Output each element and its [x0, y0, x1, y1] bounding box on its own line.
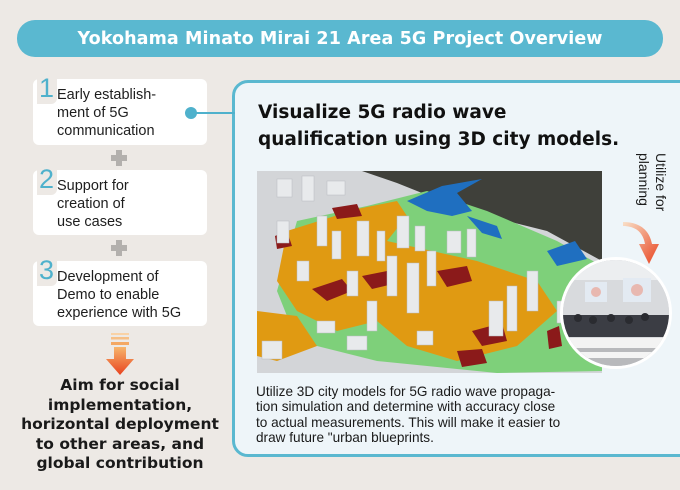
- step-text-line: experience with 5G: [57, 305, 182, 321]
- goal-statement: Aim for social implementation, horizonta…: [8, 376, 232, 474]
- side-label-line: Utilize for: [653, 153, 669, 212]
- plus-icon: [111, 240, 127, 256]
- panel-description: Utilize 3D city models for 5G radio wave…: [256, 384, 676, 446]
- curved-arrow-icon: [623, 222, 659, 264]
- panel-heading: Visualize 5G radio wave qualification us…: [258, 99, 658, 153]
- arrow-down-icon: [106, 333, 134, 375]
- description-line: tion simulation and determine with accur…: [256, 399, 556, 415]
- step-text-line: Support for: [57, 178, 129, 194]
- city-model-map-image: [257, 171, 602, 373]
- description-line: to actual measurements. This will make i…: [256, 414, 561, 430]
- step-text-line: Demo to enable: [57, 287, 160, 303]
- goal-line: Aim for social: [60, 376, 180, 394]
- step-text-line: communication: [57, 123, 155, 139]
- goal-line: to other areas, and: [35, 434, 205, 453]
- utilize-for-planning-label: Utilize for planning: [617, 153, 669, 233]
- step-text-line: creation of: [57, 196, 125, 212]
- step-number: 3: [37, 257, 58, 286]
- step-number: 1: [37, 75, 58, 104]
- description-line: Utilize 3D city models for 5G radio wave…: [256, 384, 556, 399]
- connector-dot-icon: [185, 107, 197, 119]
- title-banner: Yokohama Minato Mirai 21 Area 5G Project…: [17, 20, 663, 57]
- step-text-line: Development of: [57, 269, 159, 285]
- step-text-line: ment of 5G: [57, 105, 129, 121]
- step-card-3: 3 Development of Demo to enable experien…: [33, 257, 207, 326]
- plus-icon: [111, 150, 127, 166]
- connector-line: [195, 112, 235, 114]
- step-number: 2: [37, 166, 58, 195]
- heading-line: qualification using 3D city models.: [258, 129, 620, 150]
- page-title: Yokohama Minato Mirai 21 Area 5G Project…: [77, 28, 603, 49]
- heading-line: Visualize 5G radio wave: [258, 102, 507, 123]
- step-text-line: use cases: [57, 214, 123, 230]
- description-line: draw future "urban blueprints.: [256, 430, 434, 446]
- goal-line: global contribution: [36, 454, 204, 472]
- goal-line: implementation,: [47, 395, 193, 414]
- side-label-line: planning: [636, 153, 652, 206]
- goal-line: horizontal deployment: [21, 415, 219, 433]
- step-card-2: 2 Support for creation of use cases: [33, 166, 207, 235]
- step-text-line: Early establish-: [57, 87, 157, 103]
- step-card-1: 1 Early establish- ment of 5G communicat…: [33, 75, 207, 145]
- planning-meeting-photo: [560, 257, 672, 369]
